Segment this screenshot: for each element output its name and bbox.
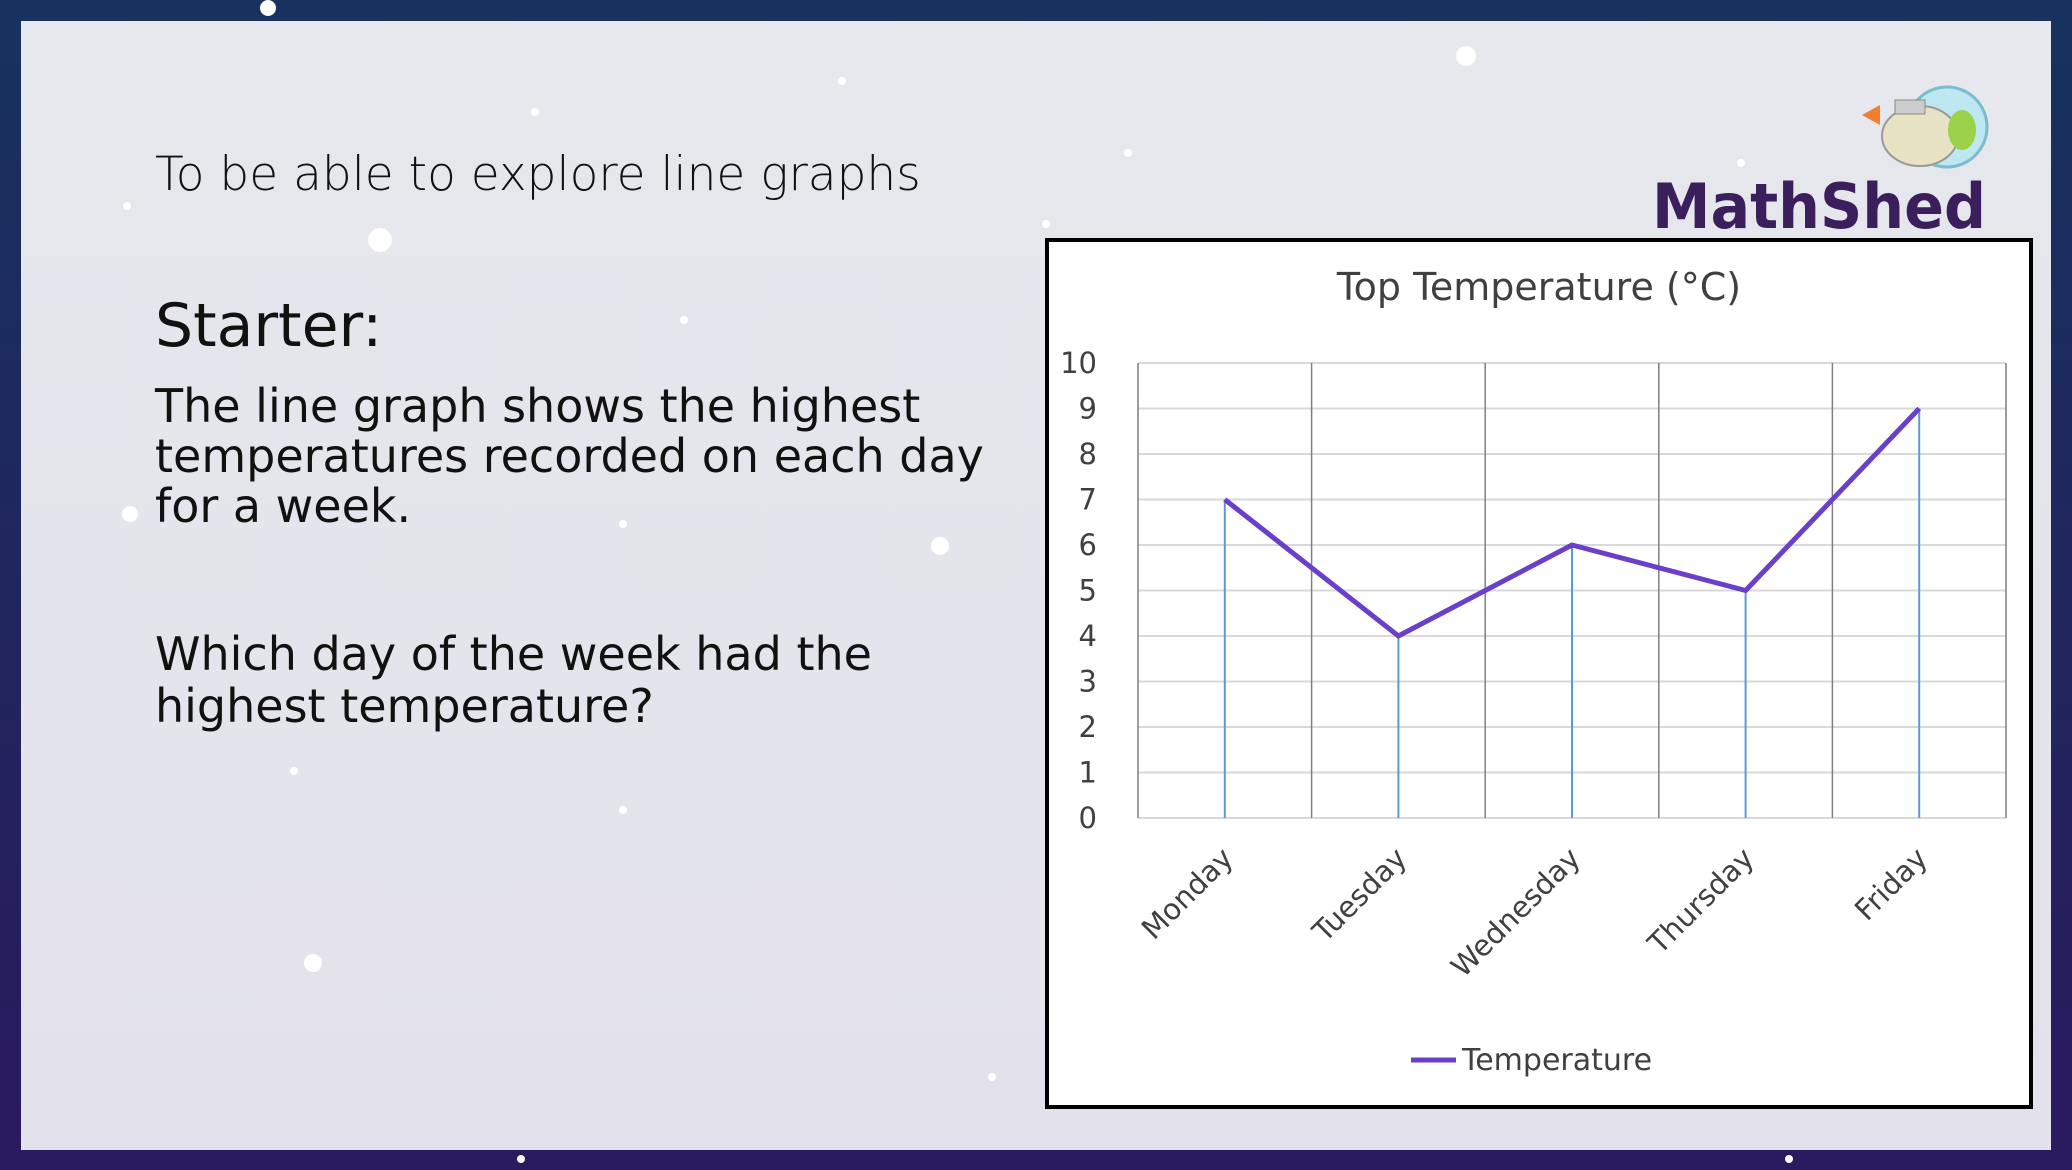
y-tick-label: 4 xyxy=(1079,619,1097,653)
y-tick-label: 2 xyxy=(1079,710,1097,744)
y-tick-label: 3 xyxy=(1079,665,1097,699)
intro-line: The line graph shows the highest xyxy=(154,379,920,433)
logo-icon xyxy=(1862,85,1989,169)
y-tick-label: 6 xyxy=(1079,528,1097,562)
y-tick-label: 8 xyxy=(1079,437,1097,471)
question-line: highest temperature? xyxy=(155,679,654,733)
stars xyxy=(122,0,1793,1163)
question-line: Which day of the week had the xyxy=(155,627,872,681)
legend-label: Temperature xyxy=(1461,1043,1652,1078)
objective: To be able to explore line graphs xyxy=(155,147,921,202)
intro-line: temperatures recorded on each day xyxy=(155,429,984,483)
data-line xyxy=(1223,406,1922,639)
chart-title: Top Temperature (°C) xyxy=(1336,265,1741,309)
starter-heading: Starter: xyxy=(155,291,382,361)
logo: MathShed xyxy=(1652,170,1986,243)
intro-line: for a week. xyxy=(155,479,411,533)
y-tick-label: 9 xyxy=(1079,392,1097,426)
intro: The line graph shows the highesttemperat… xyxy=(154,379,984,533)
y-tick-label: 7 xyxy=(1079,483,1097,517)
y-tick-label: 10 xyxy=(1060,346,1097,380)
y-tick-label: 1 xyxy=(1079,756,1097,790)
y-tick-label: 5 xyxy=(1079,574,1097,608)
chart-frame xyxy=(1045,238,2033,1109)
y-tick-label: 0 xyxy=(1079,801,1097,835)
